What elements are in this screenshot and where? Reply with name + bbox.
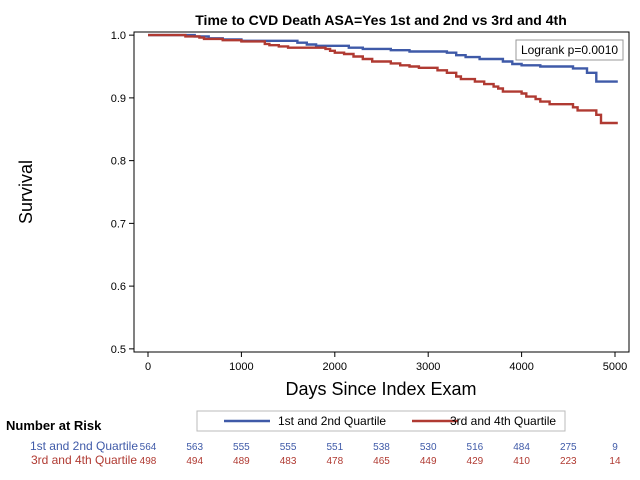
risk-value: 555: [233, 442, 250, 453]
series-line-2: [148, 33, 618, 125]
risk-value: 9: [612, 442, 618, 453]
x-tick-label: 0: [145, 361, 151, 373]
risk-value: 555: [280, 442, 297, 453]
y-axis-label: Survival: [16, 160, 36, 224]
risk-value: 484: [513, 442, 530, 453]
y-tick-label: 0.9: [111, 93, 126, 105]
risk-value: 449: [420, 456, 437, 467]
risk-row-label-1: 1st and 2nd Quartile: [30, 439, 138, 453]
x-tick-label: 1000: [229, 361, 253, 373]
y-tick-label: 0.7: [111, 218, 126, 230]
risk-value: 551: [326, 442, 343, 453]
risk-value: 564: [140, 442, 157, 453]
x-tick-label: 3000: [416, 361, 440, 373]
legend-label-2: 3rd and 4th Quartile: [450, 414, 556, 428]
legend-box: [196, 410, 566, 432]
legend-label-1: 1st and 2nd Quartile: [278, 414, 386, 428]
risk-value: 530: [420, 442, 437, 453]
risk-row-label-2: 3rd and 4th Quartile: [31, 453, 137, 467]
risk-value: 410: [513, 456, 530, 467]
risk-value: 538: [373, 442, 390, 453]
risk-value: 14: [609, 456, 621, 467]
legend: 1st and 2nd Quartile 3rd and 4th Quartile: [224, 414, 556, 428]
risk-value: 275: [560, 442, 577, 453]
y-tick-label: 1.0: [111, 30, 126, 42]
risk-value: 489: [233, 456, 250, 467]
x-axis-label: Days Since Index Exam: [285, 379, 476, 399]
risk-value: 498: [140, 456, 157, 467]
risk-value: 429: [467, 456, 484, 467]
risk-table-title: Number at Risk: [6, 418, 102, 433]
x-tick-label: 2000: [323, 361, 347, 373]
risk-value: 494: [186, 456, 203, 467]
risk-value: 483: [280, 456, 297, 467]
risk-value: 516: [467, 442, 484, 453]
chart-title: Time to CVD Death ASA=Yes 1st and 2nd vs…: [195, 12, 567, 28]
plot-area-frame: [133, 31, 630, 353]
risk-table: 1st and 2nd Quartile 564 563 555 555 551 538 53…: [30, 439, 621, 467]
x-tick-label: 4000: [509, 361, 533, 373]
x-axis: 0 1000 2000 3000 4000 5000: [145, 352, 627, 373]
risk-value: 563: [186, 442, 203, 453]
x-tick-label: 5000: [603, 361, 627, 373]
risk-value: 223: [560, 456, 577, 467]
y-tick-label: 0.5: [111, 344, 126, 356]
y-tick-label: 0.8: [111, 156, 126, 168]
logrank-annotation: Logrank p=0.0010: [521, 43, 618, 57]
y-tick-label: 0.6: [111, 281, 126, 293]
risk-value: 478: [326, 456, 343, 467]
risk-value: 465: [373, 456, 390, 467]
series-layer: [148, 33, 618, 125]
y-axis: 0.5 0.6 0.7 0.8 0.9 1.0: [111, 30, 134, 356]
annotation-box: [515, 39, 624, 61]
